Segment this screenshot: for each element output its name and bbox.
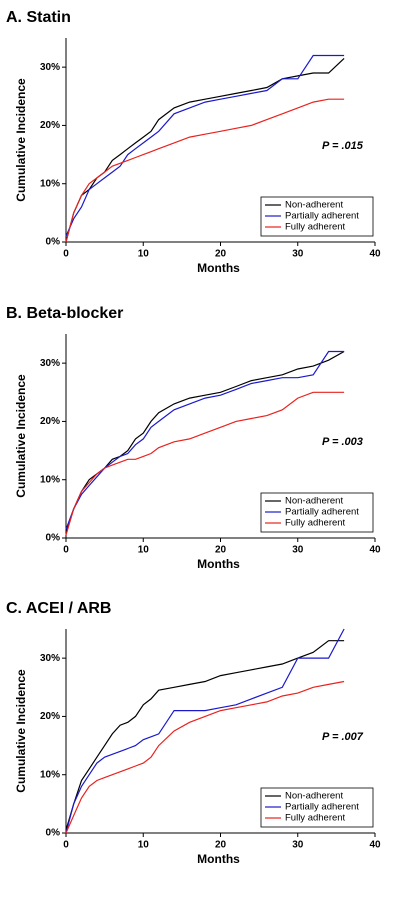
series-line (65, 54, 345, 237)
x-tick-label: 30 (292, 249, 304, 260)
y-tick-label: 10% (40, 474, 60, 485)
y-axis-label: Cumulative Incidence (14, 78, 28, 202)
x-tick-label: 0 (63, 545, 69, 556)
panel-title: A. Statin (6, 9, 71, 26)
y-tick-label: 0% (46, 828, 61, 839)
y-tick-label: 0% (46, 533, 61, 544)
legend-label: Fully adherent (285, 813, 346, 824)
y-axis-label: Cumulative Incidence (14, 374, 28, 498)
series-line (65, 680, 345, 834)
series-line (65, 98, 345, 243)
y-tick-label: 20% (40, 120, 60, 131)
x-tick-label: 20 (215, 249, 227, 260)
x-tick-label: 20 (215, 545, 227, 556)
series-line (65, 628, 345, 834)
legend-box (260, 492, 374, 533)
legend-label: Fully adherent (285, 222, 346, 233)
series-line (65, 350, 345, 530)
legend-label: Non-adherent (285, 496, 343, 507)
y-tick-label: 10% (40, 178, 60, 189)
x-axis-label: Months (197, 852, 240, 866)
legend-label: Non-adherent (285, 200, 343, 211)
legend-label: Non-adherent (285, 791, 343, 802)
panel-title: C. ACEI / ARB (6, 600, 111, 617)
legend-label: Partially adherent (285, 211, 359, 222)
x-tick-label: 10 (138, 249, 150, 260)
y-tick-label: 30% (40, 358, 60, 369)
series-line (65, 391, 345, 536)
y-tick-label: 20% (40, 711, 60, 722)
x-tick-label: 10 (138, 840, 150, 851)
x-tick-label: 40 (369, 249, 381, 260)
y-tick-label: 30% (40, 62, 60, 73)
y-tick-label: 20% (40, 416, 60, 427)
legend-label: Fully adherent (285, 518, 346, 529)
x-tick-label: 0 (63, 840, 69, 851)
x-tick-label: 10 (138, 545, 150, 556)
x-tick-label: 40 (369, 545, 381, 556)
p-value: P = .007 (322, 731, 364, 743)
p-value: P = .015 (322, 140, 364, 152)
y-tick-label: 30% (40, 653, 60, 664)
legend-label: Partially adherent (285, 507, 359, 518)
p-value: P = .003 (322, 436, 363, 448)
y-tick-label: 10% (40, 769, 60, 780)
panel: C. ACEI / ARB 0% 10% 20% 30% 0 10 20 30 40 Months C… (6, 600, 381, 866)
x-tick-label: 40 (369, 840, 381, 851)
x-tick-label: 0 (63, 249, 69, 260)
x-axis-label: Months (197, 261, 240, 275)
legend-label: Partially adherent (285, 802, 359, 813)
x-tick-label: 20 (215, 840, 227, 851)
y-axis-label: Cumulative Incidence (14, 669, 28, 793)
x-axis-label: Months (197, 557, 240, 571)
panel: A. Statin 0% 10% 20% 30% 0 10 20 30 40 Months Cumul… (6, 9, 381, 275)
panel: B. Beta-blocker 0% 10% 20% 30% 0 10 20 30 40 Month… (6, 305, 381, 571)
y-tick-label: 0% (46, 237, 61, 248)
x-tick-label: 30 (292, 840, 304, 851)
x-tick-label: 30 (292, 545, 304, 556)
panel-title: B. Beta-blocker (6, 305, 123, 322)
series-line (65, 640, 345, 831)
